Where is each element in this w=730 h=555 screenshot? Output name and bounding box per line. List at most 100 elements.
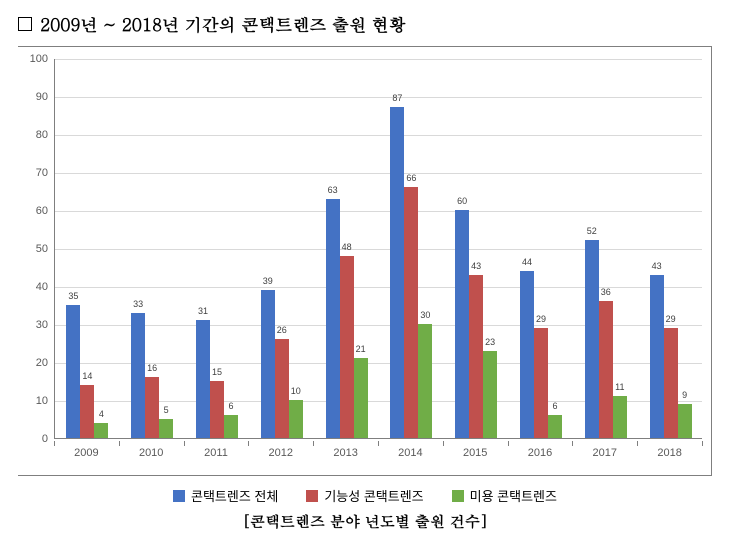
bar-value-label: 44 — [522, 257, 532, 267]
bar: 31 — [196, 320, 210, 438]
legend-label: 기능성 콘택트렌즈 — [324, 486, 423, 505]
bar-value-label: 4 — [99, 409, 104, 419]
legend-item: 기능성 콘택트렌즈 — [306, 486, 423, 505]
bar: 21 — [354, 358, 368, 438]
bar: 44 — [520, 271, 534, 438]
legend-label: 콘택트렌즈 전체 — [191, 486, 278, 505]
y-tick-label: 40 — [36, 281, 48, 293]
bar-group: 35144 — [66, 305, 108, 438]
bar-group: 634821 — [326, 199, 368, 438]
bar-group: 43299 — [650, 275, 692, 438]
y-tick-label: 20 — [36, 357, 48, 369]
x-tick-mark — [378, 441, 379, 446]
title-bullet-box — [18, 17, 32, 31]
bar: 29 — [664, 328, 678, 438]
plot-area: 3514433165311563926106348218766306043234… — [54, 59, 702, 439]
x-tick-mark — [702, 441, 703, 446]
bar-value-label: 43 — [471, 261, 481, 271]
chart-legend: 콘택트렌즈 전체 기능성 콘택트렌즈 미용 콘택트렌즈 — [18, 486, 712, 505]
report-title: 2009년 ~ 2018년 기간의 콘택트렌즈 출원 현황 — [40, 12, 406, 36]
x-axis-ticks: 2009201020112012201320142015201620172018 — [54, 441, 702, 463]
chart-area: 0102030405060708090100 35144331653115639… — [18, 46, 712, 476]
bar-value-label: 9 — [682, 390, 687, 400]
bar: 4 — [94, 423, 108, 438]
report-title-row: 2009년 ~ 2018년 기간의 콘택트렌즈 출원 현황 — [18, 12, 712, 36]
bar-value-label: 39 — [263, 276, 273, 286]
x-tick-mark — [508, 441, 509, 446]
bar: 39 — [261, 290, 275, 438]
bar-value-label: 10 — [291, 386, 301, 396]
gridline — [55, 97, 702, 98]
x-tick-mark — [54, 441, 55, 446]
x-tick-label: 2010 — [139, 447, 163, 459]
x-tick-label: 2014 — [398, 447, 422, 459]
x-tick-label: 2012 — [269, 447, 293, 459]
bar-value-label: 30 — [420, 310, 430, 320]
x-tick-label: 2018 — [657, 447, 681, 459]
bar-value-label: 14 — [82, 371, 92, 381]
bar-value-label: 6 — [228, 401, 233, 411]
bar: 16 — [145, 377, 159, 438]
bar-value-label: 21 — [356, 344, 366, 354]
bar-group: 4429 6 — [520, 271, 562, 438]
bar-value-label: 29 — [666, 314, 676, 324]
legend-swatch — [306, 490, 318, 502]
bar-group: 6043 23 — [455, 210, 497, 438]
bar-group: 876630 — [390, 107, 432, 438]
y-tick-label: 50 — [36, 243, 48, 255]
bar-group: 3926 10 — [261, 290, 303, 438]
x-tick-mark — [443, 441, 444, 446]
y-tick-label: 80 — [36, 129, 48, 141]
y-tick-label: 70 — [36, 167, 48, 179]
bar: 5 — [159, 419, 173, 438]
bar: 30 — [418, 324, 432, 438]
bar: 9 — [678, 404, 692, 438]
x-tick-mark — [119, 441, 120, 446]
bar-value-label: 29 — [536, 314, 546, 324]
bar: 63 — [326, 199, 340, 438]
chart-caption: [콘택트렌즈 분야 년도별 출원 건수] — [18, 511, 712, 532]
y-tick-label: 100 — [30, 53, 48, 65]
bar: 36 — [599, 301, 613, 438]
x-tick-mark — [184, 441, 185, 446]
bar-value-label: 6 — [552, 401, 557, 411]
y-axis-ticks: 0102030405060708090100 — [18, 59, 54, 439]
bar: 33 — [131, 313, 145, 438]
x-tick-label: 2011 — [204, 447, 228, 459]
legend-item: 콘택트렌즈 전체 — [173, 486, 278, 505]
bar: 48 — [340, 256, 354, 438]
bar-value-label: 36 — [601, 287, 611, 297]
bar: 66 — [404, 187, 418, 438]
bar: 35 — [66, 305, 80, 438]
x-tick-label: 2016 — [528, 447, 552, 459]
bar-value-label: 48 — [342, 242, 352, 252]
bar-group: 523611 — [585, 240, 627, 438]
bar-value-label: 23 — [485, 337, 495, 347]
gridline — [55, 173, 702, 174]
bar-group: 3115 6 — [196, 320, 238, 438]
bar: 14 — [80, 385, 94, 438]
x-tick-label: 2015 — [463, 447, 487, 459]
y-tick-label: 60 — [36, 205, 48, 217]
legend-label: 미용 콘택트렌즈 — [470, 486, 557, 505]
bar: 23 — [483, 351, 497, 438]
bar: 52 — [585, 240, 599, 438]
bar: 11 — [613, 396, 627, 438]
bar-value-label: 5 — [164, 405, 169, 415]
legend-swatch — [173, 490, 185, 502]
x-tick-mark — [572, 441, 573, 446]
y-tick-label: 0 — [42, 433, 48, 445]
bar-value-label: 43 — [652, 261, 662, 271]
x-tick-mark — [313, 441, 314, 446]
bar-value-label: 26 — [277, 325, 287, 335]
gridline — [55, 59, 702, 60]
bar: 15 — [210, 381, 224, 438]
gridline — [55, 135, 702, 136]
bar: 87 — [390, 107, 404, 438]
bar-value-label: 52 — [587, 226, 597, 236]
gridline — [55, 211, 702, 212]
bar: 29 — [534, 328, 548, 438]
bar: 60 — [455, 210, 469, 438]
y-tick-label: 10 — [36, 395, 48, 407]
bar-value-label: 33 — [133, 299, 143, 309]
